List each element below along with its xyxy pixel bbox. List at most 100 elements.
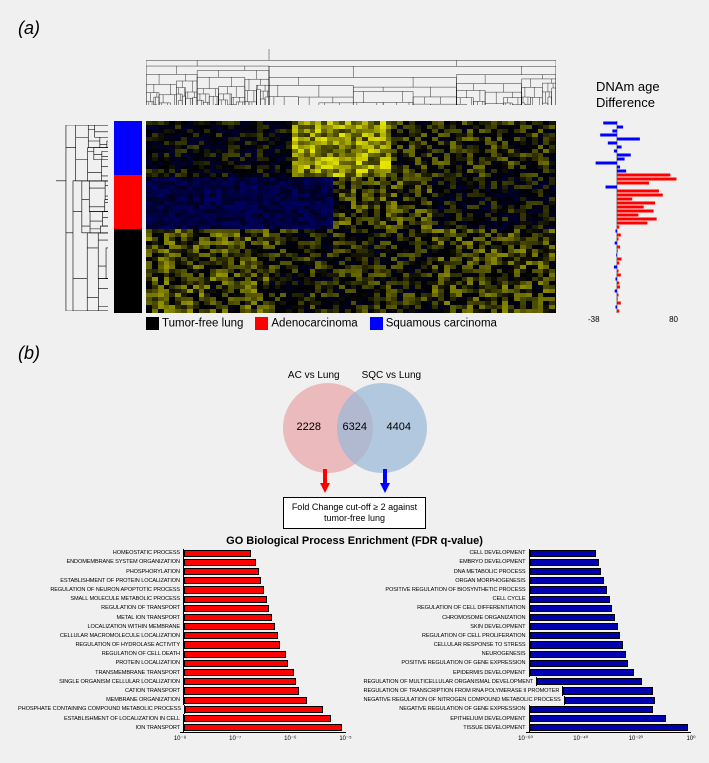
go-row: NEGATIVE REGULATION OF GENE EXPRESSION	[364, 705, 692, 714]
go-bar	[530, 550, 597, 557]
panel-a-label: (a)	[18, 18, 691, 39]
go-row: SKIN DEVELOPMENT	[364, 622, 692, 631]
go-row: DNA METABOLIC PROCESS	[364, 567, 692, 576]
go-tick: 10⁻⁴⁰	[573, 735, 588, 742]
row-class-bar	[114, 121, 142, 313]
go-bar	[184, 550, 251, 557]
go-label: CELL CYCLE	[364, 596, 529, 602]
go-bar-area	[183, 686, 346, 695]
go-bar	[184, 614, 272, 621]
go-bar-area	[529, 595, 692, 604]
venn-diagram: 2228 6324 4404	[275, 383, 435, 473]
go-bar-area	[529, 723, 692, 732]
go-row: CELL CYCLE	[364, 595, 692, 604]
dnam-age-label: DNAm age Difference	[596, 79, 660, 110]
go-label: REGULATION OF NEURON APOPTOTIC PROCESS	[18, 587, 183, 593]
venn-count-right: 4404	[387, 421, 411, 433]
row-class-swatch	[114, 229, 142, 313]
go-bar-area	[529, 659, 692, 668]
go-bar	[184, 724, 342, 731]
go-label: NEGATIVE REGULATION OF GENE EXPRESSION	[364, 706, 529, 712]
go-label: EPIDERMIS DEVELOPMENT	[364, 670, 529, 676]
venn-count-overlap: 6324	[343, 421, 367, 433]
go-bar-area	[529, 622, 692, 631]
go-row: REGULATION OF MULTICELLULAR ORGANISMAL D…	[364, 677, 692, 686]
go-bar	[530, 614, 615, 621]
legend-a: Tumor-free lungAdenocarcinomaSquamous ca…	[146, 317, 497, 330]
go-tick: 10⁻⁵	[339, 735, 351, 742]
panel-a: DNAm age Difference -38 80 Tumor-free lu…	[18, 43, 691, 343]
go-row: HOMEOSTATIC PROCESS	[18, 549, 346, 558]
go-bar-area	[183, 714, 346, 723]
go-bar	[184, 623, 275, 630]
fc-line2: tumor-free lung	[292, 513, 417, 524]
go-bar-area	[183, 696, 346, 705]
go-bar	[530, 660, 629, 667]
go-chart-left: HOMEOSTATIC PROCESS ENDOMEMBRANE SYSTEM O…	[18, 549, 346, 746]
go-label: PHOSPHATE CONTAINING COMPOUND METABOLIC …	[18, 706, 184, 712]
go-bar	[530, 715, 667, 722]
go-row: REGULATION OF TRANSPORT	[18, 604, 346, 613]
go-tick: 10⁻⁶⁰	[518, 735, 533, 742]
venn-header-right: SQC vs Lung	[362, 370, 421, 381]
go-bar-area	[529, 576, 692, 585]
go-bar	[184, 568, 259, 575]
go-label: ENDOMEMBRANE SYSTEM ORGANIZATION	[18, 559, 183, 565]
go-label: PHOSPHORYLATION	[18, 569, 183, 575]
go-label: HOMEOSTATIC PROCESS	[18, 550, 183, 556]
legend-swatch	[370, 317, 383, 330]
go-row: REGULATION OF CELL PROLIFERATION	[364, 631, 692, 640]
go-bar	[530, 706, 653, 713]
go-row: EPIDERMIS DEVELOPMENT	[364, 668, 692, 677]
go-label: REGULATION OF TRANSPORT	[18, 605, 183, 611]
go-bar	[184, 559, 256, 566]
go-bar	[530, 623, 618, 630]
go-label: CELL DEVELOPMENT	[364, 550, 529, 556]
go-bar	[563, 687, 652, 694]
go-label: CELLULAR MACROMOLECULE LOCALIZATION	[18, 633, 183, 639]
go-bar-area	[529, 714, 692, 723]
go-row: CELLULAR MACROMOLECULE LOCALIZATION	[18, 631, 346, 640]
go-bar-area	[529, 705, 692, 714]
legend-swatch	[255, 317, 268, 330]
dnam-axis: -38 80	[588, 315, 678, 324]
go-row: TRANSMEMBRANE TRANSPORT	[18, 668, 346, 677]
go-label: SINGLE ORGANISM CELLULAR LOCALIZATION	[18, 679, 183, 685]
go-bar-area	[183, 613, 346, 622]
go-label: REGULATION OF HYDROLASE ACTIVITY	[18, 642, 183, 648]
go-bar-area	[183, 567, 346, 576]
arrow-stem-left	[323, 469, 327, 483]
go-bar	[530, 586, 607, 593]
go-tick: 10⁻⁸	[174, 735, 186, 742]
go-row: PHOSPHATE CONTAINING COMPOUND METABOLIC …	[18, 705, 346, 714]
go-row: NEUROGENESIS	[364, 650, 692, 659]
go-bar	[530, 577, 605, 584]
go-row: ENDOMEMBRANE SYSTEM ORGANIZATION	[18, 558, 346, 567]
go-bar-area	[529, 585, 692, 594]
go-row: EPITHELIUM DEVELOPMENT	[364, 714, 692, 723]
go-bar	[530, 568, 602, 575]
venn-header-left: AC vs Lung	[288, 370, 340, 381]
go-bar	[184, 660, 288, 667]
go-bar-area	[183, 650, 346, 659]
go-label: REGULATION OF MULTICELLULAR ORGANISMAL D…	[364, 679, 537, 685]
go-label: ESTABLISHMENT OF PROTEIN LOCALIZATION	[18, 578, 183, 584]
go-row: POSITIVE REGULATION OF GENE EXPRESSION	[364, 659, 692, 668]
go-bar-area	[183, 576, 346, 585]
go-bar	[184, 669, 294, 676]
go-bar	[185, 706, 324, 713]
go-label: METAL ION TRANSPORT	[18, 615, 183, 621]
arrow-left-icon	[320, 483, 330, 493]
go-label: SKIN DEVELOPMENT	[364, 624, 529, 630]
go-label: CATION TRANSPORT	[18, 688, 183, 694]
go-tick: 10⁻⁶	[284, 735, 296, 742]
go-row: PHOSPHORYLATION	[18, 567, 346, 576]
go-row: PROTEIN LOCALIZATION	[18, 659, 346, 668]
go-bar	[530, 651, 626, 658]
go-label: ORGAN MORPHOGENESIS	[364, 578, 529, 584]
go-bar	[184, 715, 331, 722]
go-bar-area	[529, 640, 692, 649]
go-bar-area	[529, 567, 692, 576]
go-row: REGULATION OF HYDROLASE ACTIVITY	[18, 640, 346, 649]
go-row: SINGLE ORGANISM CELLULAR LOCALIZATION	[18, 677, 346, 686]
